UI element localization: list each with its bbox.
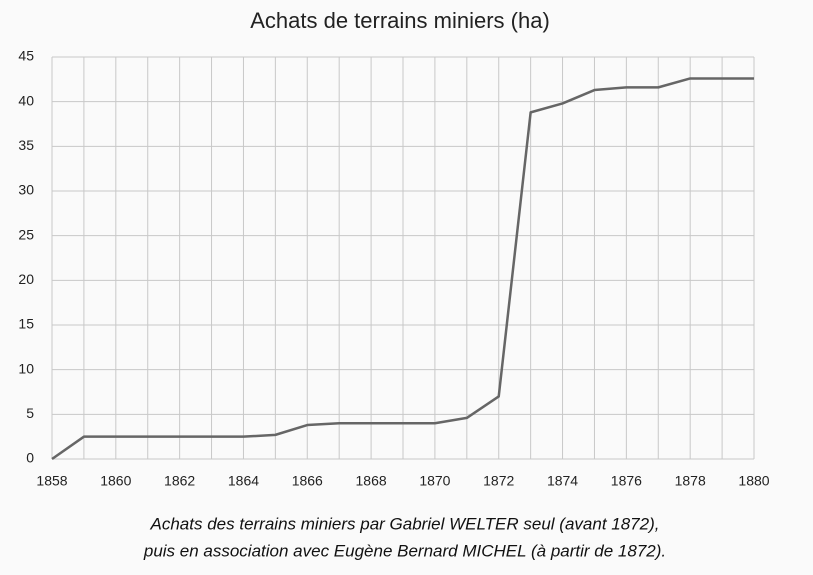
y-tick-label: 0 <box>26 450 34 466</box>
x-tick-label: 1876 <box>611 473 642 489</box>
x-tick-label: 1870 <box>419 473 450 489</box>
y-tick-label: 5 <box>26 405 34 421</box>
x-tick-label: 1874 <box>547 473 578 489</box>
y-tick-label: 25 <box>18 226 34 242</box>
data-line <box>51 77 754 461</box>
caption-line: Achats des terrains miniers par Gabriel … <box>150 514 660 533</box>
x-tick-label: 1866 <box>292 473 323 489</box>
chart-title: Achats de terrains miniers (ha) <box>250 8 550 33</box>
x-tick-label: 1868 <box>356 473 387 489</box>
caption-line: puis en association avec Eugène Bernard … <box>143 541 666 560</box>
y-tick-label: 35 <box>18 137 34 153</box>
x-tick-label: 1872 <box>483 473 514 489</box>
x-tick-label: 1862 <box>164 473 195 489</box>
x-tick-label: 1880 <box>738 473 769 489</box>
y-tick-label: 20 <box>18 271 34 287</box>
y-tick-label: 40 <box>18 92 34 108</box>
y-tick-label: 10 <box>18 360 34 376</box>
y-tick-label: 15 <box>18 316 34 332</box>
y-tick-label: 30 <box>18 182 34 198</box>
x-tick-label: 1860 <box>100 473 131 489</box>
x-tick-label: 1878 <box>675 473 706 489</box>
x-tick-label: 1864 <box>228 473 259 489</box>
y-tick-label: 45 <box>18 48 34 64</box>
x-tick-label: 1858 <box>36 473 67 489</box>
